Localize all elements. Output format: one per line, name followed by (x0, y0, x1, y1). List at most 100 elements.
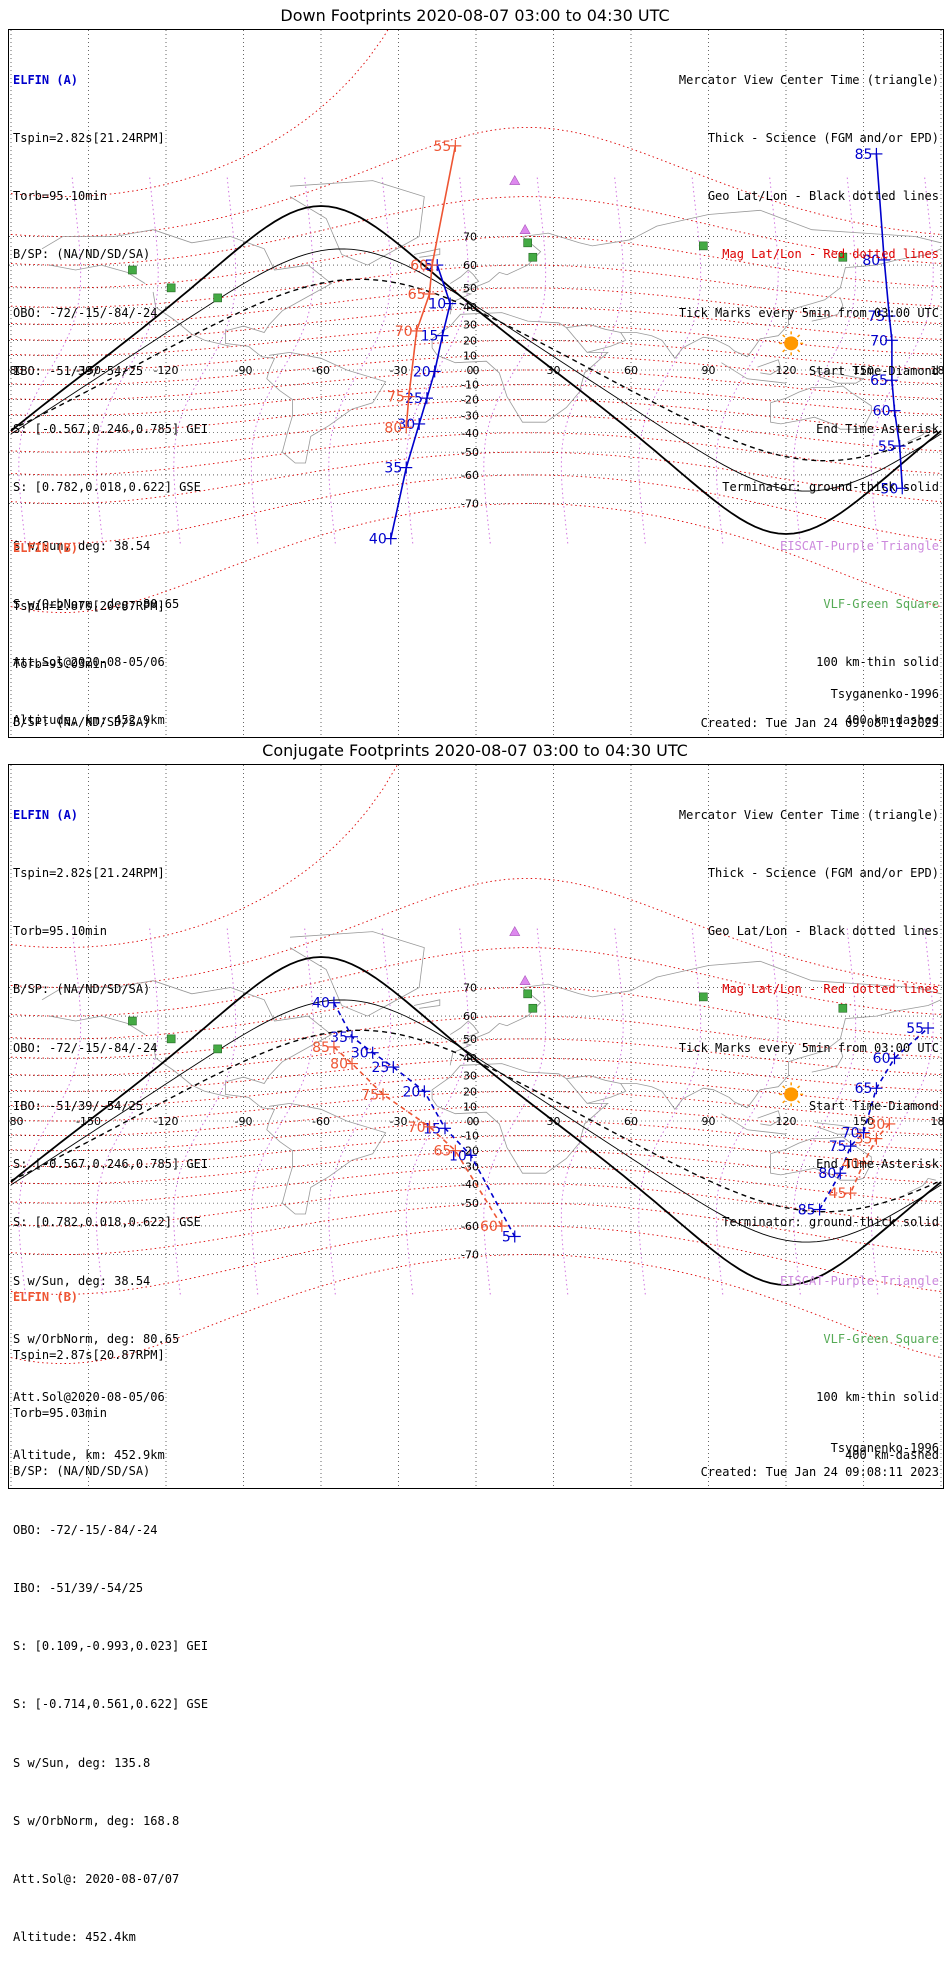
mag-meridian (715, 925, 779, 1295)
lat-tick-label: -10 (461, 379, 479, 392)
sun-ray (782, 1100, 786, 1104)
mag-meridian (870, 174, 934, 544)
lat-tick-label: -60 (461, 1220, 479, 1233)
lon-tick-label: -180 (9, 364, 23, 377)
created-label: Created: Tue Jan 24 09:08:11 2023 (700, 1465, 939, 1479)
legend-item: Mercator View Center Time (triangle) (678, 807, 939, 822)
coastline (431, 1063, 609, 1174)
legend-item: 100 km-thin solid (816, 1390, 939, 1404)
terminator-100km (10, 999, 942, 1243)
lon-tick-label: 60 (624, 364, 638, 377)
mag-parallel (10, 451, 942, 504)
coastline (49, 264, 146, 284)
mag-parallel (10, 503, 942, 614)
mag-meridian (95, 174, 159, 544)
elfin-a-line: S w/Sun, deg: 38.54 (13, 538, 151, 553)
track-tick-label: 25 (372, 1060, 390, 1076)
lat-tick-label: 40 (463, 301, 477, 314)
coastline (41, 980, 387, 1215)
track-tick-label: 5 (424, 258, 433, 274)
legend-item: Terminator: ground-thick solid (722, 480, 939, 495)
mag-meridian (483, 174, 547, 544)
map-canvas-conj: -180 -150 -120 -90 -60 -30 0 30 60 90 120 150 180 70 6… (9, 765, 943, 1488)
elfin-a-line: S: [0.782,0.018,0.622] GSE (13, 480, 201, 495)
mag-meridian (173, 925, 237, 1295)
elfin-a-info-conj: ELFIN (A) Tspin=2.82s[21.24RPM] Torb=95.… (13, 767, 208, 1504)
eiscat-triangle (509, 174, 521, 185)
map-canvas-down: -180-150-120-90-60-300306090120150180706… (9, 30, 943, 737)
track-tick-label: 50 (880, 481, 898, 497)
mag-meridian (328, 174, 392, 544)
legend-item: Mag Lat/Lon - Red dotted lines (722, 247, 939, 262)
lat-tick-label: 30 (463, 318, 477, 331)
sun-icon (784, 1087, 799, 1102)
elfin-a-line: S: [-0.567,0.246,0.785] GEI (13, 422, 209, 437)
mag-parallel (10, 1225, 942, 1295)
coastline (413, 248, 441, 258)
coastline (449, 269, 480, 289)
lon-tick-label: 0 (473, 364, 480, 377)
coastline (152, 1042, 231, 1098)
mag-parallel (10, 765, 398, 949)
lon-tick-label: -30 (390, 364, 408, 377)
lat-tick-label: -70 (461, 498, 479, 511)
elfin-a-label: ELFIN (A) (13, 72, 79, 87)
elfin-b-line: S w/OrbNorm, deg: 168.8 (13, 1813, 180, 1828)
sun-ray (782, 334, 786, 338)
lat-tick-label: 10 (463, 1100, 477, 1113)
created-label: Created: Tue Jan 24 09:08:11 2023 (700, 716, 939, 730)
elfin-a-line: OBO: -72/-15/-84/-24 (13, 1040, 158, 1055)
vlf-station-square (523, 238, 532, 248)
vlf-station-square (838, 1003, 848, 1013)
track-tick-label: 35 (384, 461, 402, 477)
mag-parallel (10, 1202, 942, 1255)
legend-item: End Time-Asterisk (816, 422, 939, 437)
legend-conj: Mercator View Center Time (triangle) Thi… (679, 767, 939, 1504)
elfin-a-line: S w/Sun, deg: 38.54 (13, 1273, 151, 1288)
track-tick-label: 60 (873, 1051, 891, 1067)
elfin-a-line: Altitude, km: 452.9km (13, 713, 165, 728)
panel-title-conj: Conjugate Footprints 2020-08-07 03:00 to… (262, 741, 688, 760)
elfin-b-label: ELFIN (B) (13, 1289, 79, 1304)
track-tick-label: 20 (413, 364, 431, 380)
track-tick-label: 70 (408, 1120, 426, 1136)
legend-item: EISCAT-Purple Triangle (780, 1273, 939, 1288)
elfin-b-line: Torb=95.03min (13, 1406, 107, 1421)
lat-tick-label: 50 (463, 282, 477, 295)
elfin-b-line: B/SP: (NA/ND/SD/SA) (13, 715, 151, 730)
vlf-station-square (213, 293, 222, 303)
track-tick-label: 30 (868, 1117, 886, 1133)
track-tick-label: 55 (434, 139, 452, 155)
lon-tick-label: 90 (702, 364, 716, 377)
track-tick-label: 80 (330, 1057, 348, 1073)
lon-tick-label: 90 (702, 1115, 716, 1128)
sun-ray (797, 1100, 801, 1104)
vlf-station-square (166, 1034, 176, 1044)
lon-tick-label: -150 (76, 364, 101, 377)
elfin-a-line: IBO: -51/39/-54/25 (13, 363, 144, 378)
terminator-400km (10, 1029, 942, 1213)
track-tick-label: 45 (829, 1186, 847, 1202)
track-tick-label: 85 (312, 1040, 330, 1056)
elfin-a-line: Tspin=2.82s[21.24RPM] (13, 866, 165, 881)
mag-parallel (10, 432, 942, 476)
coastline (41, 229, 387, 464)
mag-parallel (10, 236, 942, 289)
elfin-a-track (390, 264, 452, 539)
coastline (152, 291, 231, 347)
mag-meridian (483, 925, 547, 1295)
lon-tick-label: 150 (853, 1115, 874, 1128)
coastline (413, 999, 441, 1009)
elfin-a-line: Torb=95.10min (13, 924, 107, 939)
lat-tick-label: 70 (463, 981, 477, 994)
elfin-a-line: S w/OrbNorm, deg: 80.65 (13, 1331, 180, 1346)
sun-ray (782, 349, 786, 353)
lat-tick-label: 0 (467, 1115, 474, 1128)
elfin-b-info-conj: ELFIN (B) Tspin=2.87s[20.87RPM] Torb=95.… (13, 1249, 208, 1986)
elfin-b-line: S w/Sun, deg: 135.8 (13, 1755, 151, 1770)
track-tick-label: 30 (351, 1046, 369, 1062)
mag-meridian (173, 174, 237, 544)
lon-tick-label: 150 (853, 364, 874, 377)
coastline (907, 1177, 936, 1194)
track-tick-label: 65 (408, 287, 426, 303)
